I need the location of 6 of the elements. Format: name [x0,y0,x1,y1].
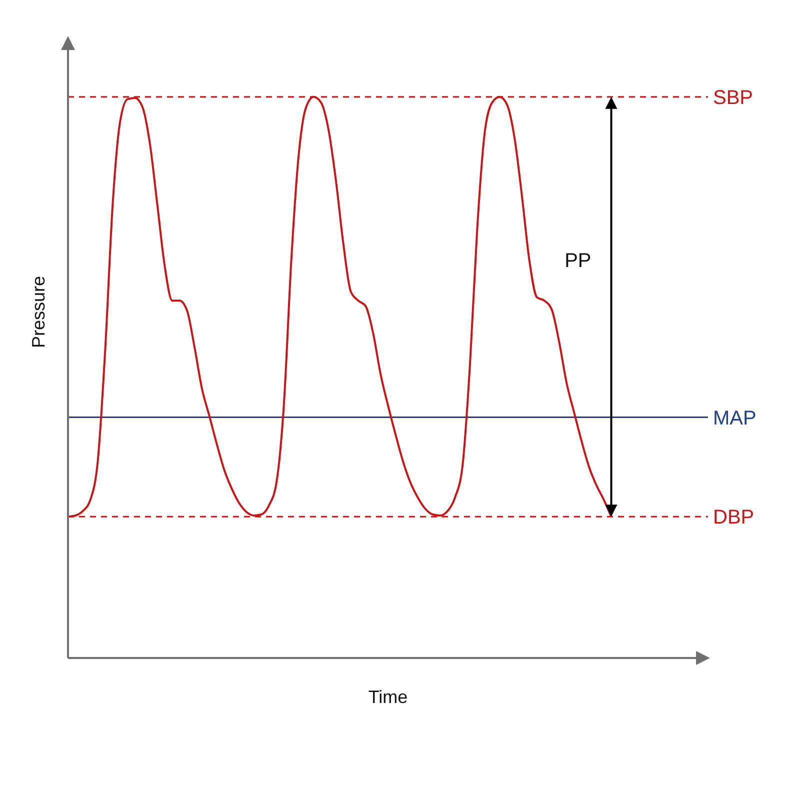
ref-line-label: MAP [713,407,756,430]
x-axis-title: Time [368,687,408,707]
ref-line-label: DBP [713,506,754,529]
ref-line-label: SBP [713,87,754,110]
annotation: PP [564,250,592,272]
y-axis-title: Pressure [28,276,48,348]
